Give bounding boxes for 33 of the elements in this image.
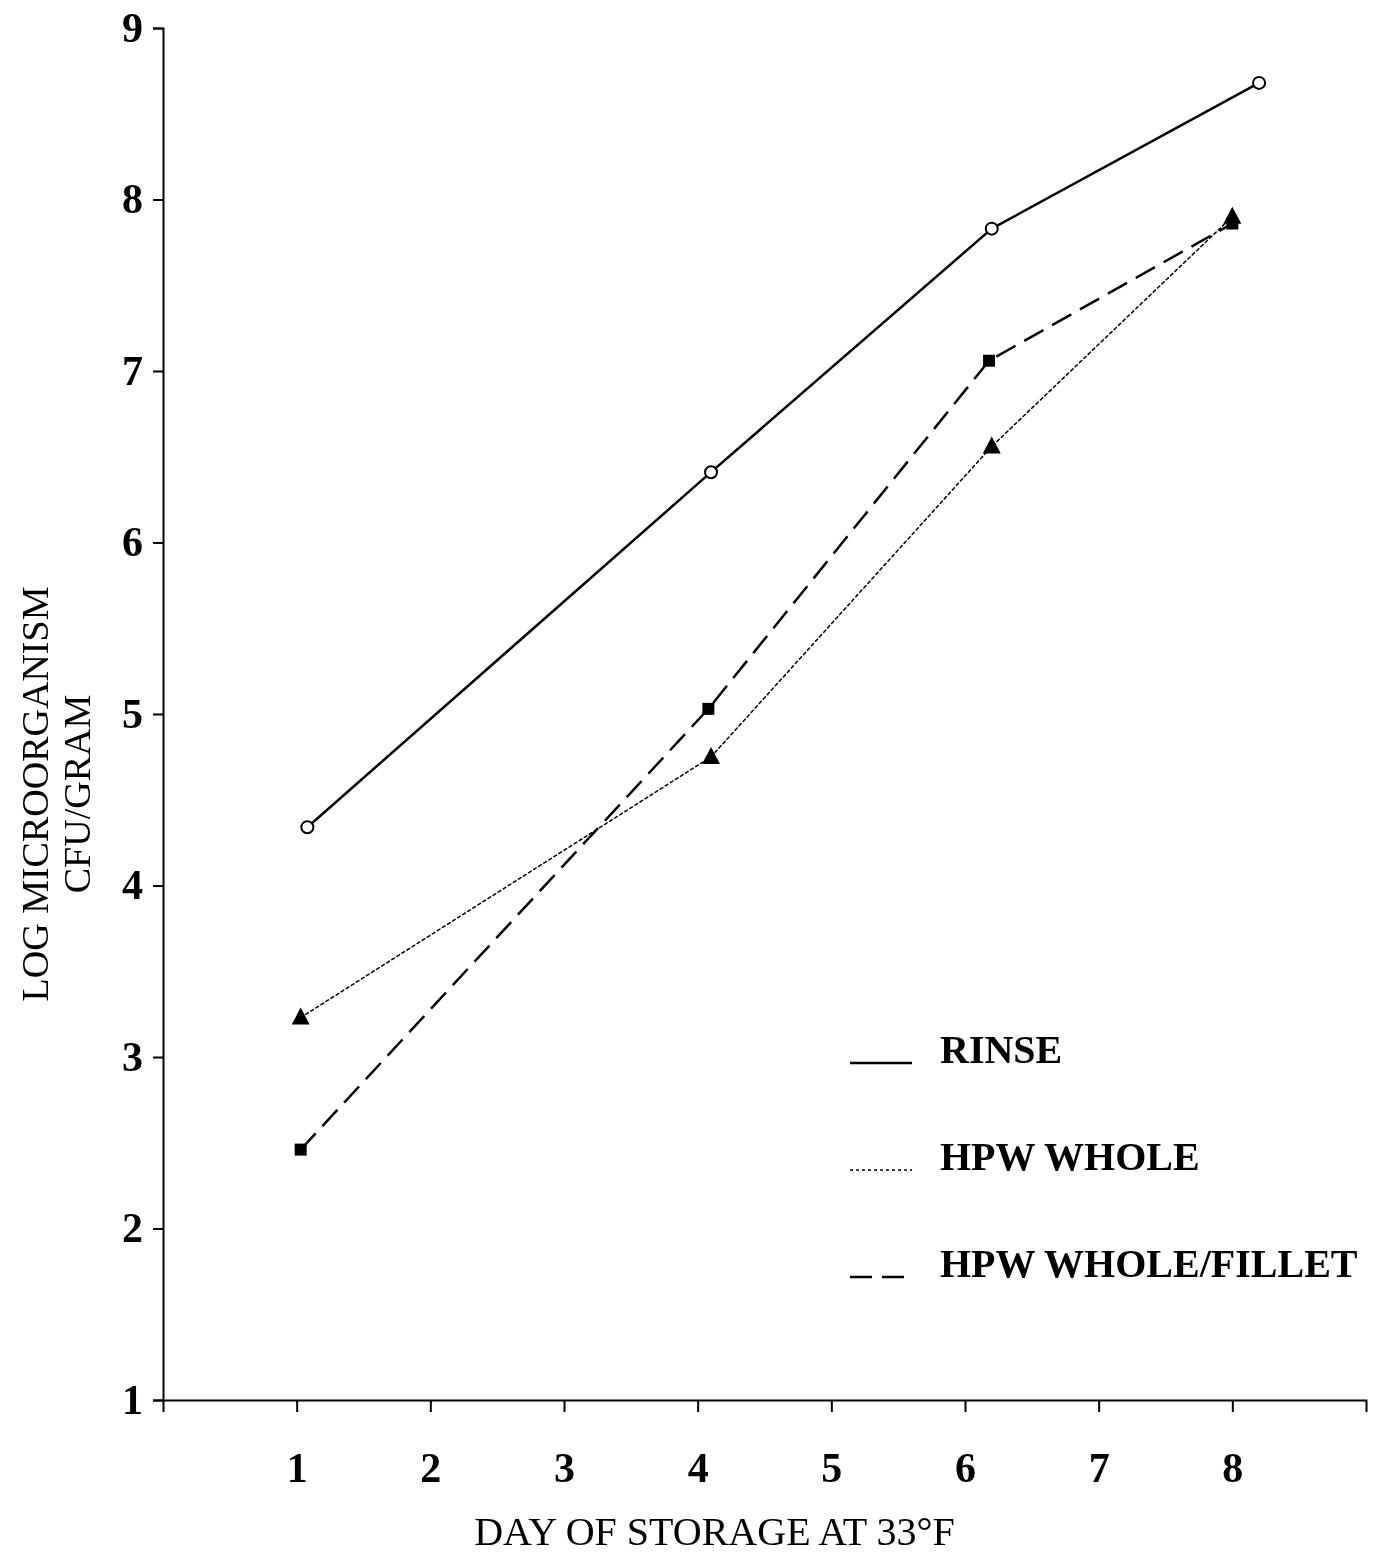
legend-label: HPW WHOLE/FILLET [940,1241,1358,1286]
point [300,820,315,835]
y-tick-label: 1 [122,1376,143,1423]
point [704,465,719,480]
x-tick-label: 8 [1222,1444,1244,1491]
y-tick-label: 6 [122,519,143,566]
legend-label: HPW WHOLE [940,1134,1200,1179]
x-tick-label: 2 [420,1444,442,1491]
legend-label: RINSE [940,1027,1063,1072]
point [294,1143,307,1156]
y-tick-label: 2 [122,1205,143,1252]
point [1223,206,1242,224]
y-axis-title: LOG MICROORGANISM CFU/GRAM [14,586,98,1002]
x-tick-label: 7 [1088,1444,1110,1491]
y-tick-label: 4 [122,862,143,909]
y-tick-label: 5 [122,690,143,737]
y-tick-label: 3 [122,1033,143,1080]
point [982,436,1001,454]
x-tick-label: 4 [687,1444,709,1491]
y-tick-label: 7 [122,347,143,394]
y-tick-label: 9 [122,4,143,51]
x-tick-label: 5 [821,1444,843,1491]
x-axis-title: DAY OF STORAGE AT 33°F [474,1509,955,1554]
point [984,221,999,236]
x-tick-label: 1 [286,1444,308,1491]
point [702,702,715,715]
y-tick-label: 8 [122,176,143,223]
point [1252,75,1267,90]
point [291,1007,310,1025]
x-tick-label: 6 [955,1444,976,1491]
x-tick-label: 3 [554,1444,575,1491]
point [983,354,996,367]
point [702,746,721,764]
